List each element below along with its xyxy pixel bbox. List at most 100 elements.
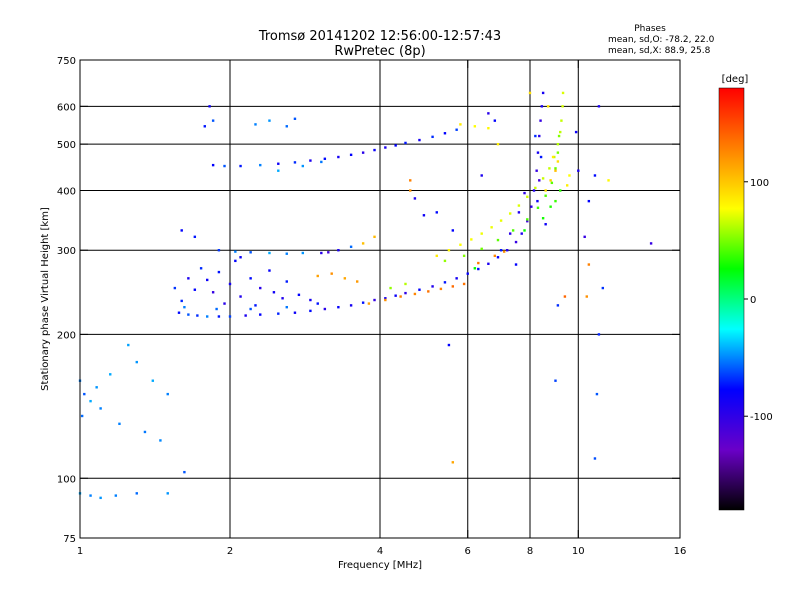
o-mode-point <box>234 259 237 263</box>
o-mode-point <box>268 119 271 122</box>
x-mode-point <box>470 238 473 241</box>
x-mode-point <box>568 174 571 177</box>
o-mode-point <box>593 457 597 460</box>
o-mode-point <box>505 249 509 252</box>
colorbar-tick-label: 0 <box>750 295 756 306</box>
o-mode-point <box>539 155 543 159</box>
o-mode-point <box>223 302 226 305</box>
o-mode-point <box>293 161 297 164</box>
o-mode-point <box>337 155 340 159</box>
colorbar: [deg] 100 0 -100 <box>718 74 773 511</box>
x-mode-point <box>496 142 500 146</box>
o-mode-point <box>297 293 301 297</box>
x-mode-point <box>544 194 547 197</box>
o-mode-point <box>536 151 540 154</box>
colorbar-label: [deg] <box>722 74 749 85</box>
o-mode-point <box>135 492 138 495</box>
x-mode-point <box>546 105 550 108</box>
x-mode-point <box>316 274 319 278</box>
o-mode-point <box>443 132 447 135</box>
o-mode-point <box>539 119 542 122</box>
o-mode-point <box>268 251 271 255</box>
o-mode-point <box>532 189 536 192</box>
o-mode-point <box>183 470 186 474</box>
colorbar-tick-label: 100 <box>750 178 769 189</box>
o-mode-point <box>649 242 653 245</box>
o-mode-point <box>447 343 451 347</box>
o-mode-point <box>114 494 118 497</box>
x-mode-point <box>536 206 540 210</box>
x-mode-point <box>367 302 371 305</box>
o-mode-point <box>435 211 438 214</box>
o-mode-point <box>477 267 480 271</box>
x-tick-label: 6 <box>465 546 471 557</box>
o-mode-point <box>404 141 407 145</box>
x-mode-point <box>556 142 560 146</box>
o-mode-point <box>320 160 323 164</box>
o-mode-point <box>534 134 537 138</box>
o-mode-point <box>259 286 262 290</box>
o-mode-point <box>187 277 190 280</box>
o-mode-point <box>208 105 211 108</box>
o-mode-point <box>541 91 545 95</box>
o-mode-point <box>538 134 541 138</box>
o-mode-point <box>309 159 312 162</box>
data-points <box>78 91 653 500</box>
stats-line-o: mean, sd,O: -78.2, 22.0 <box>608 35 715 45</box>
x-mode-point <box>585 295 588 298</box>
o-mode-point <box>254 304 257 307</box>
o-mode-point <box>217 270 221 274</box>
x-mode-point <box>561 105 564 108</box>
x-mode-point <box>330 272 333 275</box>
o-mode-point <box>526 220 529 223</box>
colorbar-tick-label: -100 <box>750 412 773 423</box>
o-mode-point <box>508 232 512 235</box>
x-mode-point <box>451 285 455 288</box>
o-mode-point <box>217 315 221 318</box>
o-mode-point <box>455 277 458 280</box>
o-mode-point <box>337 249 340 252</box>
x-mode-point <box>561 91 565 95</box>
o-mode-point <box>514 240 518 244</box>
o-mode-point <box>554 379 557 382</box>
x-mode-point <box>607 179 610 182</box>
o-mode-point <box>583 235 586 239</box>
o-mode-point <box>451 229 455 232</box>
x-tick-label: 16 <box>674 546 687 557</box>
colorbar-gradient <box>718 87 745 511</box>
o-mode-point <box>487 112 490 115</box>
o-mode-point <box>597 105 601 108</box>
o-mode-point <box>455 128 458 131</box>
o-mode-point <box>309 298 312 302</box>
o-mode-point <box>493 119 497 122</box>
x-tick-label: 4 <box>377 546 383 557</box>
o-mode-point <box>373 148 376 152</box>
o-mode-point <box>323 307 327 311</box>
x-mode-point <box>544 189 547 192</box>
x-mode-point <box>490 226 493 229</box>
o-mode-point <box>259 163 262 167</box>
o-mode-point <box>173 286 177 290</box>
y-tick-label: 100 <box>57 474 76 485</box>
x-mode-point <box>554 199 557 203</box>
o-mode-point <box>556 304 560 307</box>
x-mode-point <box>554 167 557 170</box>
o-mode-point <box>587 199 591 203</box>
x-mode-point <box>534 186 537 190</box>
o-mode-point <box>540 105 544 108</box>
x-tick-label: 1 <box>77 546 83 557</box>
o-mode-point <box>293 311 297 314</box>
o-mode-point <box>577 169 580 172</box>
o-mode-point <box>239 295 242 298</box>
o-mode-point <box>180 299 183 303</box>
x-mode-point <box>549 179 552 182</box>
x-mode-point <box>459 243 462 246</box>
o-mode-point <box>239 256 242 259</box>
o-mode-point <box>418 288 421 291</box>
x-mode-point <box>480 247 483 251</box>
x-mode-point <box>559 189 562 192</box>
chart-title: Tromsø 20141202 12:56:00-12:57:43 <box>258 29 501 44</box>
o-mode-point <box>309 309 312 313</box>
o-mode-point <box>517 211 521 214</box>
x-mode-point <box>517 204 521 207</box>
